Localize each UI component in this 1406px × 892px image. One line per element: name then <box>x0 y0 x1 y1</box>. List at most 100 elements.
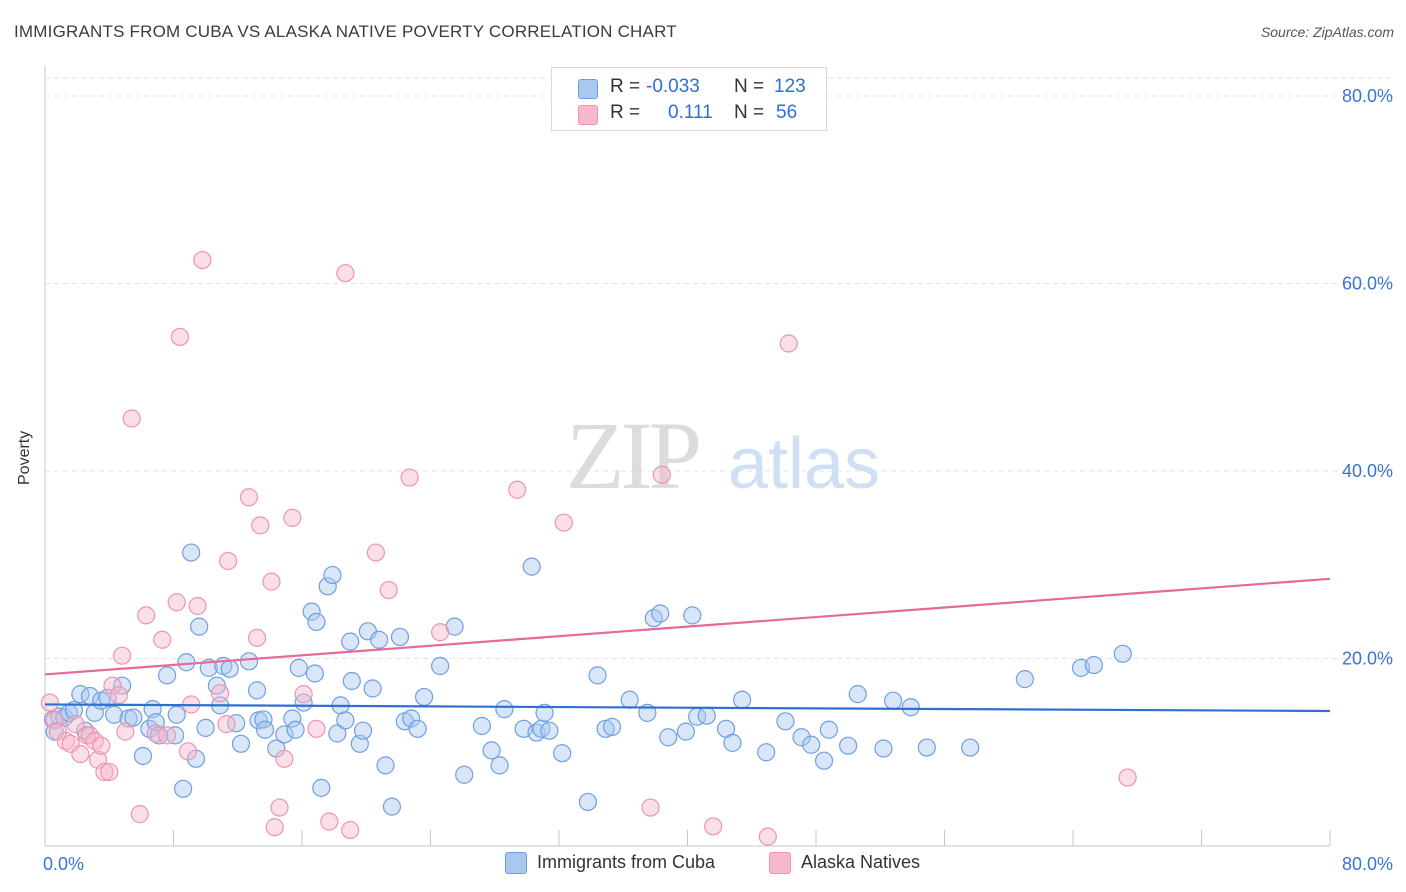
cuba-point <box>961 738 980 757</box>
cuba-point <box>620 690 639 709</box>
y-tick-label: 80.0% <box>1342 86 1393 106</box>
bottom-legend-alaska[interactable]: Alaska Natives <box>769 852 949 876</box>
alaska-point <box>71 745 90 764</box>
legend-r-value: -0.033 <box>646 76 700 97</box>
cuba-point <box>802 735 821 754</box>
cuba-point <box>588 666 607 685</box>
alaska-point <box>116 722 135 741</box>
data-points <box>40 250 1137 846</box>
cuba-point <box>697 706 716 725</box>
correlation-legend: R = -0.033 N = 123 R = 0.111 N = 56 <box>551 67 827 131</box>
alaska-point <box>112 646 132 665</box>
alaska-point <box>294 685 313 704</box>
cuba-point <box>312 778 331 797</box>
cuba-point <box>289 658 308 677</box>
legend-n-label: N = <box>734 76 765 97</box>
alaska-point <box>336 264 355 283</box>
legend-n-value: 56 <box>776 102 798 123</box>
legend-n-label: N = <box>734 102 765 123</box>
cuba-point <box>227 714 246 733</box>
cuba-point <box>302 602 321 621</box>
cuba-point <box>275 725 294 744</box>
cuba-point <box>733 690 752 709</box>
alaska-point <box>247 628 267 647</box>
alaska-point <box>178 742 198 761</box>
cuba-point <box>167 705 186 724</box>
y-axis-label: Poverty <box>16 430 33 485</box>
cuba-point <box>307 612 326 632</box>
bottom-legend-cuba[interactable]: Immigrants from Cuba <box>505 852 745 876</box>
cuba-point <box>553 744 572 763</box>
cuba-point <box>917 738 936 757</box>
alaska-point <box>508 480 527 499</box>
alaska-point <box>379 580 398 600</box>
alaska-point <box>95 762 114 782</box>
alaska-point <box>56 731 75 751</box>
alaska-point <box>283 508 302 527</box>
source-label: Source: ZipAtlas.com <box>1260 24 1394 40</box>
cuba-point <box>363 679 382 698</box>
cuba-point <box>342 671 361 691</box>
cuba-point <box>819 720 838 739</box>
cuba-point <box>1084 655 1103 675</box>
cuba-point <box>104 705 124 724</box>
alaska-point <box>262 572 281 591</box>
cuba-point <box>382 797 402 816</box>
alaska-point <box>270 798 289 817</box>
alaska-point <box>153 630 172 649</box>
cuba-point <box>157 666 177 685</box>
cuba-point <box>651 604 670 623</box>
y-tick-label: 60.0% <box>1342 274 1393 294</box>
cuba-point <box>814 751 834 770</box>
y-tick-label: 20.0% <box>1342 649 1393 669</box>
watermark-atlas: atlas <box>728 424 880 504</box>
x-tick-label-max: 80.0% <box>1342 854 1393 874</box>
alaska-point <box>251 516 270 535</box>
legend-r-value: 0.111 <box>668 102 713 123</box>
alaska-point <box>167 593 186 612</box>
alaska-point <box>400 468 419 487</box>
legend-swatch-blue <box>578 79 598 99</box>
alaska-point <box>652 465 671 484</box>
cuba-point <box>540 721 559 740</box>
watermark-zip: ZIP <box>566 402 699 509</box>
legend-r-label: R = <box>610 76 641 97</box>
alaska-point <box>1118 768 1137 787</box>
cuba-point <box>482 741 501 760</box>
tick-labels: 20.0% 40.0% 60.0% 80.0% 0.0% 80.0% <box>43 86 1393 874</box>
cuba-point <box>683 606 702 625</box>
cuba-point <box>177 653 196 672</box>
cuba-point <box>341 632 360 651</box>
cuba-point <box>495 700 514 719</box>
legend-swatch-pink <box>578 105 598 125</box>
cuba-point <box>353 721 373 740</box>
cuba-point <box>124 708 143 727</box>
alaska-point <box>193 250 212 270</box>
alaska-point <box>122 409 141 428</box>
alaska-point <box>320 812 339 831</box>
cuba-point <box>390 627 410 647</box>
cuba-point <box>414 687 434 707</box>
alaska-point <box>137 606 156 625</box>
cuba-point <box>792 728 811 747</box>
cuba-point <box>64 700 84 720</box>
cuba-point <box>723 733 742 752</box>
alaska-point <box>217 715 236 734</box>
grid-lines <box>45 77 1392 659</box>
alaska-point <box>366 543 385 562</box>
cuba-point <box>883 691 903 710</box>
watermark: ZIP atlas <box>566 402 880 509</box>
alaska-point <box>704 817 723 836</box>
alaska-point <box>431 623 450 642</box>
cuba-point <box>455 765 474 784</box>
cuba-point <box>220 659 239 678</box>
cuba-point <box>522 557 541 576</box>
alaska-point <box>80 726 100 745</box>
alaska-point <box>239 488 259 507</box>
alaska-point <box>758 827 777 846</box>
legend-n-value: 123 <box>774 76 806 97</box>
cuba-point <box>874 739 893 758</box>
cuba-point <box>133 746 153 766</box>
cuba-point <box>676 722 695 741</box>
legend-row-cuba: R = -0.033 N = 123 <box>578 76 828 100</box>
